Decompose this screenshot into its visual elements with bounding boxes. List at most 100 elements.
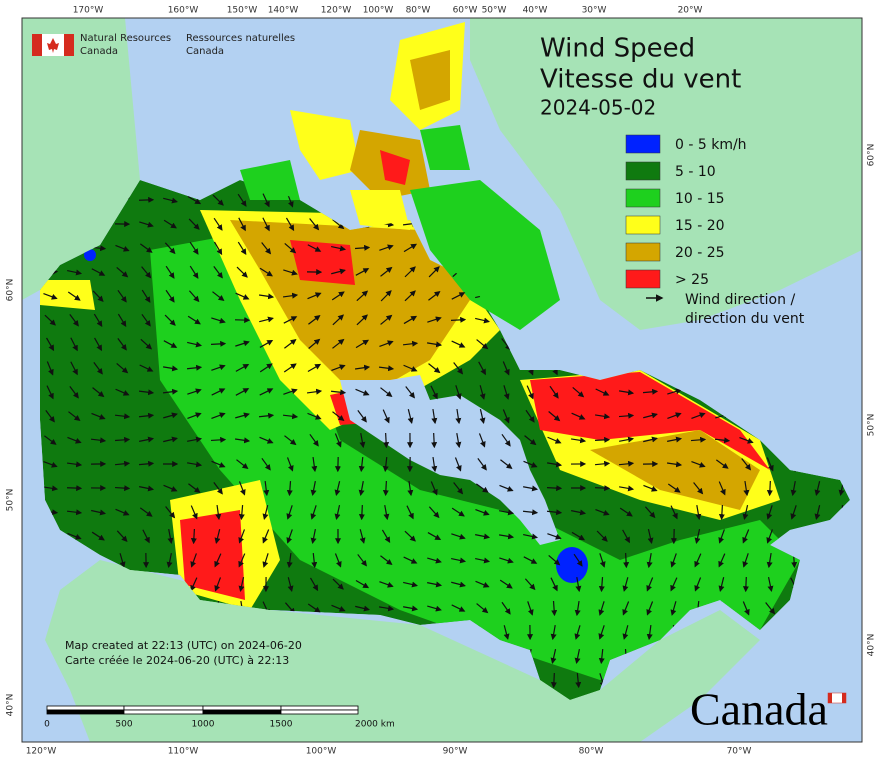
graticule-label: 160°W <box>168 6 199 16</box>
legend-label: 20 - 25 <box>675 245 725 261</box>
scale-label: 500 <box>115 720 132 730</box>
wind-arrow <box>402 340 419 347</box>
wind-arrow <box>282 292 299 299</box>
wind-arrow <box>594 460 611 467</box>
wind-arrow <box>430 385 438 400</box>
wind-arrow <box>163 436 178 443</box>
graticule-label: 40°N <box>867 634 877 657</box>
wind-arrow <box>190 528 197 545</box>
wind-arrow <box>570 437 587 444</box>
wind-arrow <box>451 604 466 612</box>
wind-arrow <box>258 412 275 419</box>
wind-arrow <box>163 484 178 492</box>
wind-arrow <box>618 389 635 396</box>
wind-arrow <box>186 461 203 468</box>
wind-arrow <box>574 600 581 617</box>
wind-arrow <box>718 481 726 496</box>
wind-arrow <box>594 436 611 443</box>
wind-arrow <box>163 412 178 419</box>
wind-arrow <box>766 457 774 472</box>
wind-arrow <box>571 531 586 541</box>
scale-label: 2000 km <box>355 720 395 730</box>
wind-arrow <box>93 313 103 327</box>
wind-arrow <box>403 556 418 564</box>
wind-arrow <box>644 506 656 519</box>
wind-arrow <box>259 436 274 444</box>
wind-arrow <box>188 290 200 303</box>
wind-arrow <box>523 485 539 492</box>
agency-en: Canada <box>80 46 118 57</box>
wind-arrow <box>330 389 347 396</box>
legend-swatch <box>625 134 661 154</box>
wind-arrow <box>211 364 226 371</box>
wind-arrow <box>426 341 443 348</box>
wind-arrow <box>403 243 418 253</box>
graticule-label: 150°W <box>227 6 258 16</box>
legend-label: 15 - 20 <box>675 218 725 234</box>
wind-arrow <box>356 290 369 302</box>
wind-arrow <box>283 269 298 276</box>
wind-arrow <box>91 412 106 420</box>
scale-label: 1000 <box>192 720 215 730</box>
wind-arrow <box>139 485 155 492</box>
wind-arrow <box>238 217 246 232</box>
wind-arrow <box>119 553 126 568</box>
wind-arrow <box>718 577 725 592</box>
agency-header: Natural Resources Canada Ressources natu… <box>32 33 295 57</box>
wind-arrow <box>356 314 368 326</box>
wind-arrow <box>211 460 226 468</box>
wind-arrow <box>767 577 774 593</box>
graticule-label: 60°W <box>453 6 478 16</box>
wind-arrow <box>187 436 203 443</box>
wind-arrow <box>283 388 298 395</box>
footer: Map created at 22:13 (UTC) on 2024-06-20 <box>65 639 302 652</box>
wind-arrow <box>450 316 467 323</box>
wind-arrow <box>690 436 707 443</box>
wind-arrow <box>670 577 678 592</box>
wind-arrow <box>286 529 293 544</box>
wind-arrow <box>431 432 438 449</box>
wind-arrow <box>667 436 683 443</box>
arctic-islands <box>240 22 560 330</box>
wind-arrow <box>310 481 317 497</box>
wind-arrow <box>215 504 222 521</box>
wind-arrow <box>766 529 773 544</box>
wind-arrow <box>237 193 247 207</box>
wind-arrow <box>479 409 486 424</box>
wind-arrow <box>259 363 273 373</box>
wind-arrow <box>455 385 462 400</box>
wind-arrow <box>310 529 317 545</box>
wind-arrow <box>667 412 682 419</box>
wind-arrow <box>428 266 440 278</box>
wind-arrow <box>643 436 658 443</box>
wind-arrow <box>166 553 173 569</box>
wind-arrow <box>140 338 153 350</box>
wind-arrow <box>358 504 365 521</box>
wind-arrow <box>643 484 658 492</box>
scale-segment <box>280 709 359 715</box>
wind-arrow <box>308 338 321 349</box>
wind-arrow <box>575 672 582 689</box>
wind-arrow <box>642 388 659 395</box>
wind-arrow <box>211 317 226 324</box>
wind-arrow <box>451 581 466 588</box>
wordmark-flag-bar <box>828 693 832 703</box>
wind-arrow <box>187 388 202 395</box>
wind-arrow <box>670 553 677 568</box>
wind-arrow <box>428 363 441 374</box>
wind-arrow <box>70 337 78 352</box>
wind-arrow <box>286 505 293 520</box>
wind-arrow <box>261 242 272 255</box>
wind-arrow <box>90 437 107 444</box>
wind-arrow <box>44 314 56 326</box>
wind-arrow <box>739 437 754 444</box>
wind-arrow <box>574 649 581 665</box>
graticule-label: 40°N <box>6 694 16 717</box>
wind-arrow <box>91 509 107 516</box>
wind-arrow <box>44 435 57 445</box>
wind-arrow <box>286 552 293 569</box>
wind-arrow <box>283 316 298 324</box>
wind-arrow <box>69 314 79 327</box>
wind-arrow <box>69 386 79 399</box>
legend-arrow-label: Wind direction / <box>685 292 795 308</box>
